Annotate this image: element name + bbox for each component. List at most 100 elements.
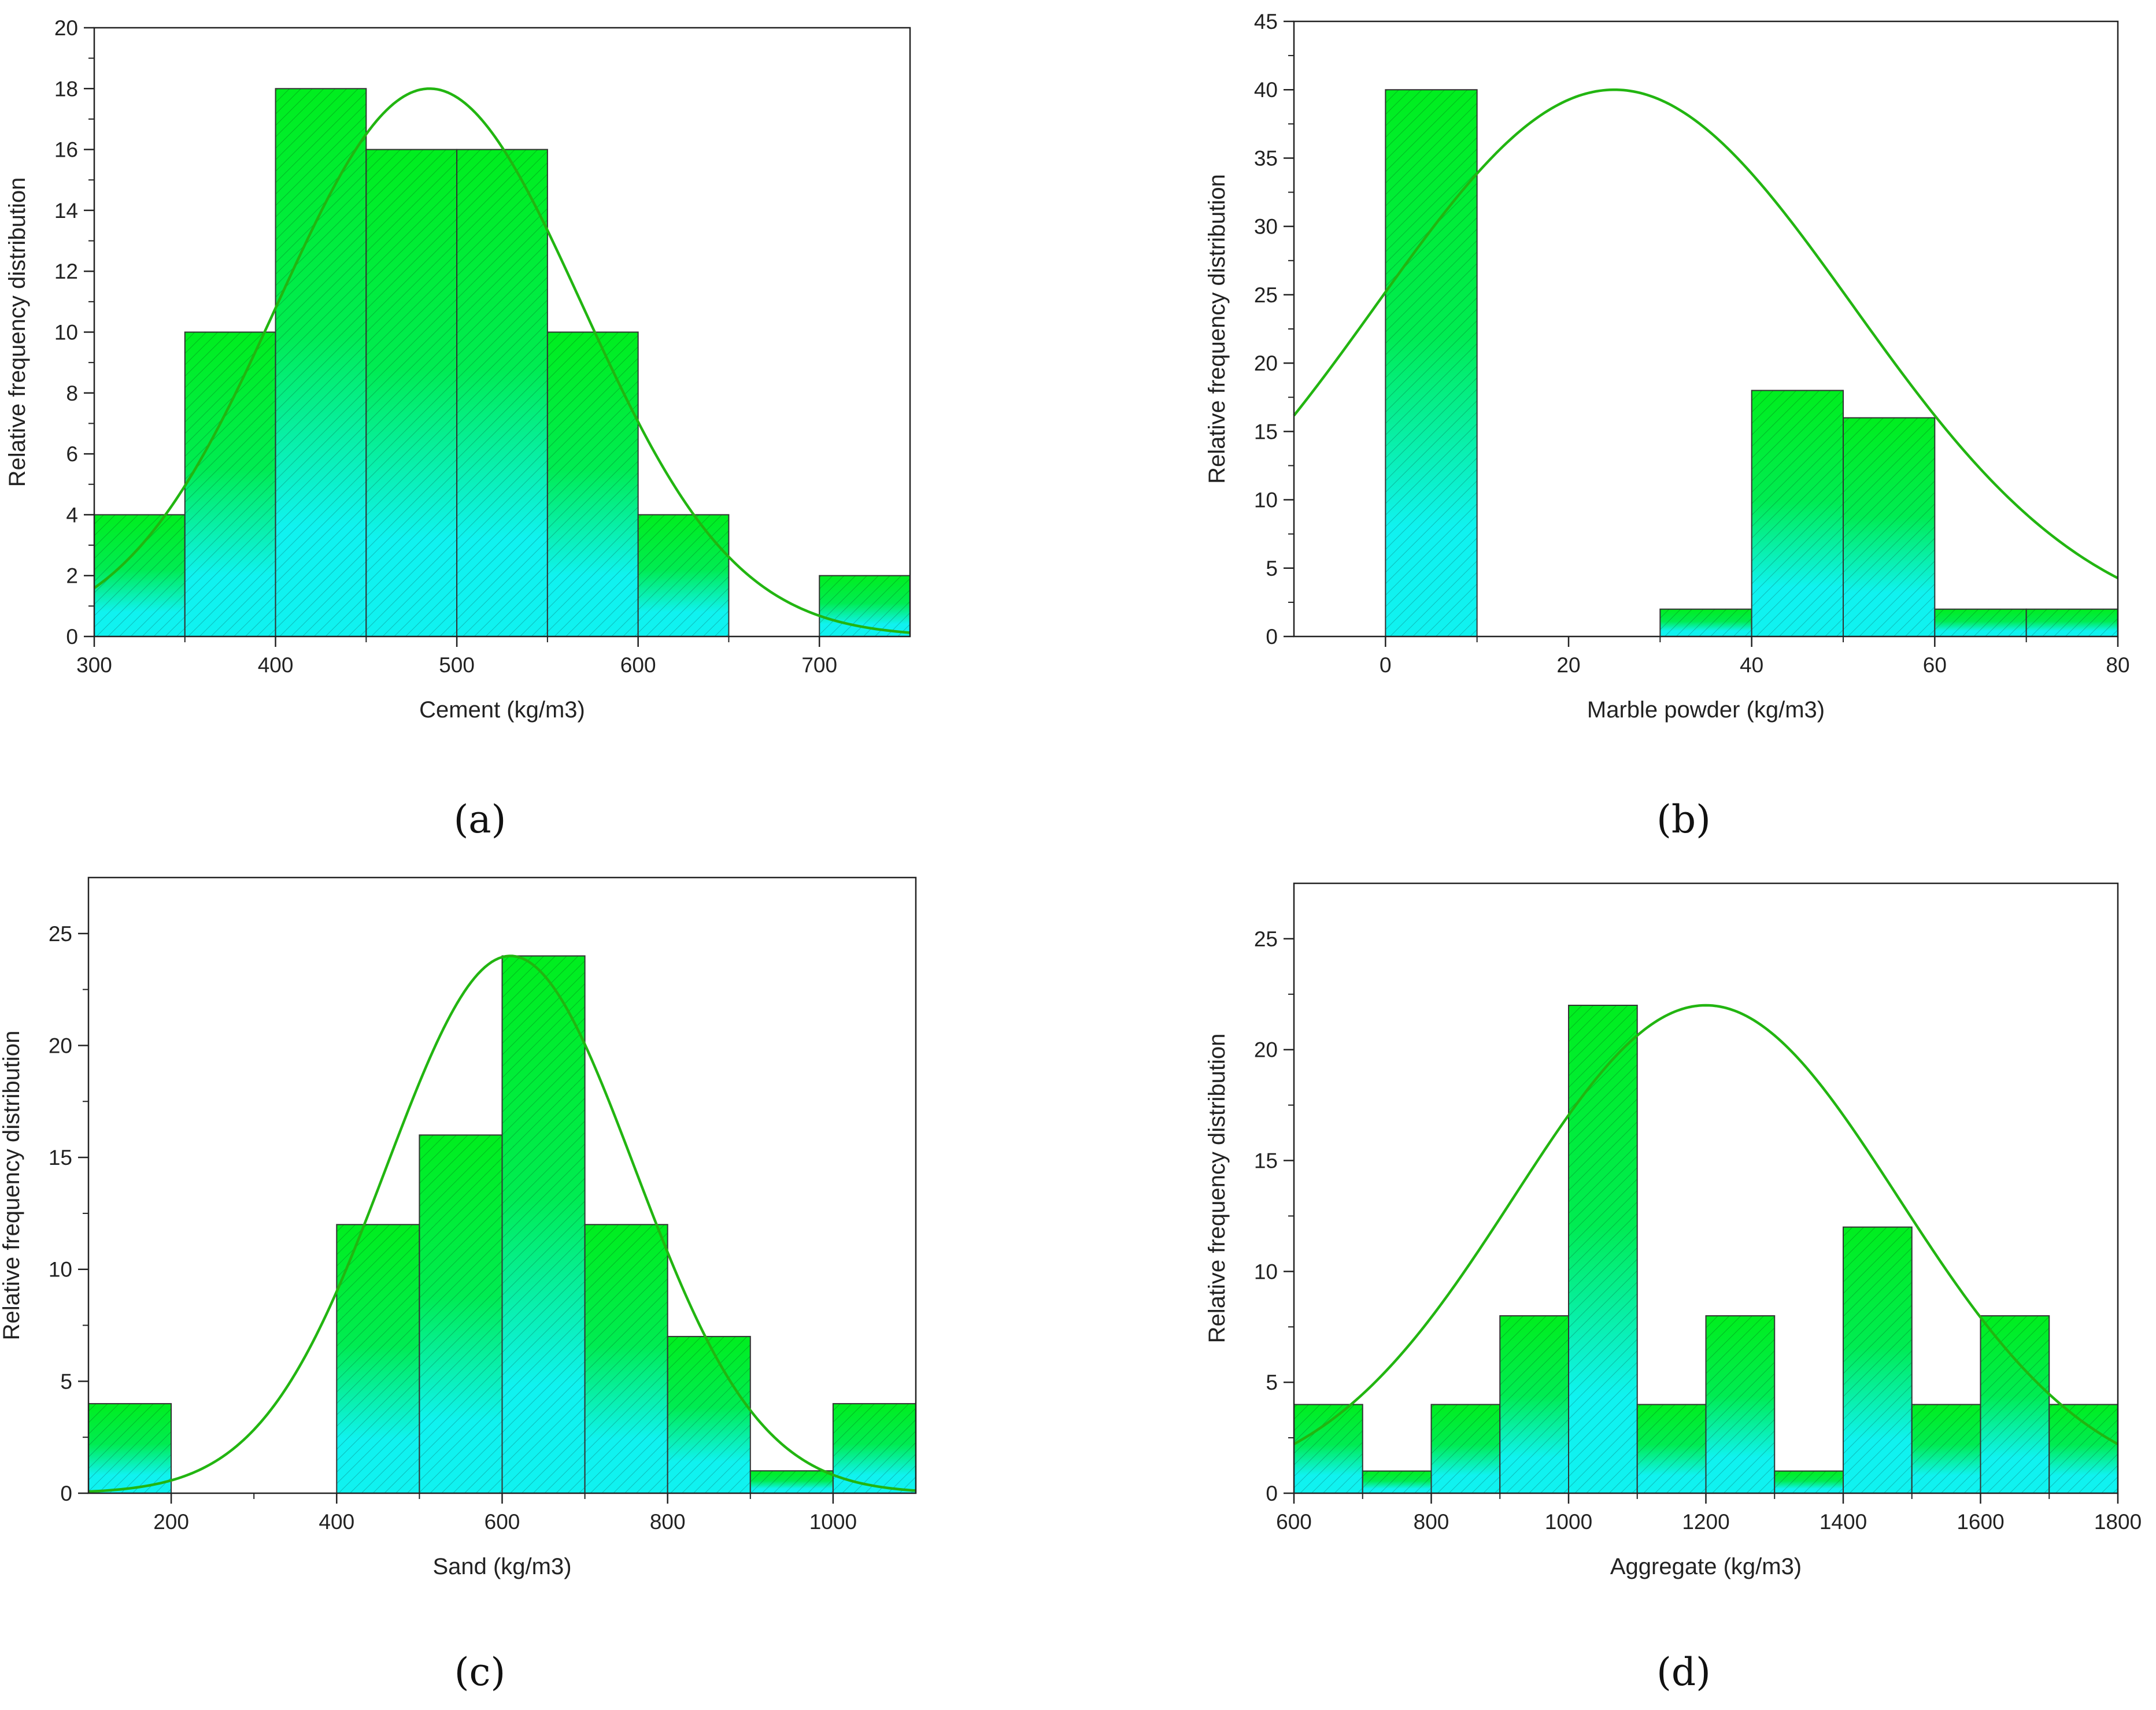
- x-tick-label: 1400: [1820, 1510, 1867, 1534]
- histogram-bar-outline: [275, 88, 367, 638]
- panel-caption: (c): [454, 1650, 505, 1694]
- x-tick-label: 200: [153, 1510, 189, 1534]
- x-tick-label: 400: [258, 653, 294, 677]
- histogram-bar-outline: [1659, 608, 1752, 637]
- y-tick-label: 30: [1254, 215, 1278, 239]
- histogram-bar-outline: [365, 149, 458, 638]
- x-axis-label: Aggregate (kg/m3): [1610, 1554, 1802, 1579]
- normal-distribution-curve: [93, 87, 911, 634]
- x-tick-label: 600: [485, 1510, 520, 1534]
- histogram-bar-outline: [1774, 1470, 1844, 1494]
- histogram-bar-outline: [184, 331, 276, 637]
- y-tick-label: 25: [1254, 283, 1278, 307]
- y-tick-label: 5: [60, 1370, 72, 1393]
- histogram-bar-outline: [2025, 608, 2119, 637]
- y-tick-label: 40: [1254, 78, 1278, 102]
- histogram-bar-outline: [88, 1403, 172, 1494]
- x-tick-label: 700: [801, 653, 837, 677]
- y-tick-label: 5: [1266, 1371, 1278, 1394]
- histogram-bar-outline: [1934, 608, 2027, 637]
- y-tick-label: 10: [1254, 488, 1278, 512]
- histogram-bar-outline: [2048, 1404, 2118, 1494]
- normal-distribution-curve: [1293, 1004, 2119, 1446]
- x-tick-label: 20: [1556, 653, 1580, 677]
- y-tick-label: 20: [49, 1034, 72, 1057]
- histogram-bar-outline: [1705, 1315, 1776, 1494]
- histogram-bar-outline: [1499, 1315, 1569, 1494]
- x-tick-label: 800: [650, 1510, 686, 1534]
- y-tick-label: 0: [60, 1482, 72, 1505]
- panel-caption: (a): [454, 797, 506, 842]
- x-tick-label: 80: [2106, 653, 2129, 677]
- normal-distribution-curve: [1293, 88, 2119, 580]
- histogram-bar-outline: [94, 514, 186, 638]
- x-tick-label: 1800: [2094, 1510, 2142, 1534]
- y-tick-label: 4: [66, 503, 78, 527]
- y-axis-label: Relative frequency distribution: [5, 177, 30, 487]
- y-tick-label: 15: [1254, 1149, 1278, 1173]
- x-tick-label: 0: [1380, 653, 1392, 677]
- histogram-bar-outline: [1843, 417, 1936, 637]
- y-tick-label: 10: [1254, 1260, 1278, 1283]
- histogram-bar-outline: [501, 955, 586, 1494]
- normal-distribution-curve: [88, 954, 916, 1493]
- histogram-bar-outline: [1362, 1470, 1432, 1494]
- y-tick-label: 20: [1254, 1038, 1278, 1062]
- y-tick-label: 0: [1266, 1482, 1278, 1505]
- histogram-bar-outline: [1293, 1404, 1363, 1494]
- y-tick-label: 10: [54, 321, 78, 345]
- histogram-bar-outline: [1636, 1404, 1707, 1494]
- y-tick-label: 20: [54, 16, 78, 40]
- y-tick-label: 10: [49, 1258, 72, 1282]
- histogram-bar-outline: [1385, 89, 1478, 637]
- x-tick-label: 1000: [809, 1510, 857, 1534]
- y-axis-label: Relative frequency distribution: [0, 1031, 24, 1341]
- chart-panel-b: 0 20 40 60 80 0 5 10 15 20 25 30 35 40 45 Marble powder…: [1204, 10, 2130, 842]
- histogram-bar-outline: [1911, 1404, 1981, 1494]
- x-tick-label: 60: [1923, 653, 1947, 677]
- y-tick-label: 16: [54, 138, 78, 162]
- x-tick-label: 800: [1414, 1510, 1449, 1534]
- x-tick-label: 1600: [1957, 1510, 2004, 1534]
- histogram-bar-outline: [667, 1335, 751, 1494]
- y-tick-label: 2: [66, 564, 78, 588]
- histogram-bar-outline: [1980, 1315, 2050, 1494]
- x-axis-label: Marble powder (kg/m3): [1587, 697, 1825, 723]
- y-tick-label: 14: [54, 199, 78, 223]
- histogram-bar-outline: [637, 514, 730, 638]
- panel-caption: (b): [1656, 797, 1711, 842]
- histogram-bar-outline: [1751, 390, 1844, 638]
- y-tick-label: 8: [66, 382, 78, 405]
- y-tick-label: 15: [49, 1146, 72, 1169]
- x-tick-label: 1000: [1545, 1510, 1592, 1534]
- x-axis-label: Cement (kg/m3): [419, 697, 585, 723]
- histogram-bar-outline: [546, 331, 639, 637]
- y-tick-label: 12: [54, 260, 78, 283]
- chart-panel-a: 300 400 500 600 700 0 2 4 6 8 10 12 14 16 18 20 Cement (…: [5, 16, 911, 842]
- y-tick-label: 6: [66, 442, 78, 466]
- y-tick-label: 35: [1254, 146, 1278, 170]
- x-tick-label: 1200: [1682, 1510, 1729, 1534]
- chart-panel-d: 600 800 1000 1200 1400 1600 1800 0 5 10 15 20 25 Aggr…: [1204, 882, 2142, 1694]
- y-tick-label: 25: [49, 922, 72, 946]
- histogram-bar-outline: [1843, 1226, 1913, 1494]
- histogram-bar-outline: [456, 149, 548, 638]
- y-axis-label: Relative frequency distribution: [1204, 1034, 1230, 1343]
- y-tick-label: 18: [54, 77, 78, 101]
- y-tick-label: 15: [1254, 420, 1278, 443]
- panel-caption: (d): [1656, 1650, 1711, 1694]
- histogram-bar-outline: [419, 1134, 503, 1494]
- histogram-bar-outline: [749, 1470, 834, 1494]
- histogram-bar-outline: [1568, 1005, 1638, 1494]
- chart-panel-c: 200 400 600 800 1000 0 5 10 15 20 25 Sand (kg/m3) Re…: [0, 876, 917, 1694]
- y-axis-label: Relative frequency distribution: [1204, 174, 1230, 484]
- y-tick-label: 0: [1266, 625, 1278, 649]
- x-tick-label: 400: [319, 1510, 354, 1534]
- x-axis-label: Sand (kg/m3): [432, 1554, 571, 1579]
- x-tick-label: 600: [1276, 1510, 1312, 1534]
- y-tick-label: 20: [1254, 351, 1278, 375]
- x-tick-label: 600: [620, 653, 656, 677]
- y-tick-label: 5: [1266, 557, 1278, 580]
- x-tick-label: 300: [76, 653, 112, 677]
